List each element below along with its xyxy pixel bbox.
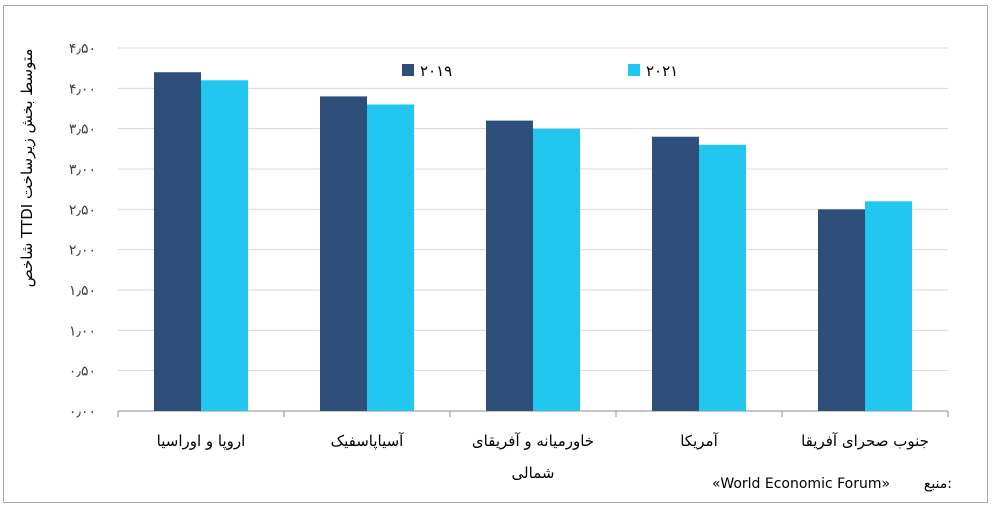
y-tick-labels: ۰٫۰۰ ۰٫۵۰ ۱٫۰۰ ۱٫۵۰ ۲٫۰۰ ۲٫۵۰ ۳٫۰۰ ۳٫۵۰ ۴٫۰۰ ۴٫۵۰ bbox=[69, 41, 96, 420]
gridlines bbox=[117, 47, 949, 417]
y-tick-label: ۴٫۵۰ bbox=[69, 41, 96, 57]
y-tick-label: ۱٫۵۰ bbox=[69, 283, 96, 299]
legend: ۲۰۱۹ ۲۰۲۱ bbox=[402, 62, 678, 80]
legend-label: ۲۰۲۱ bbox=[646, 62, 678, 80]
bar-series-2 bbox=[699, 144, 746, 412]
category-label: جنوب صحرای آفریقا bbox=[801, 432, 929, 450]
bar-series-1 bbox=[154, 72, 201, 411]
legend-swatch bbox=[402, 64, 414, 76]
category-labels: اروپا و اوراسیا آسیاپاسفیک خاورمیانه و آفر… bbox=[157, 432, 929, 482]
category-label: شمالی bbox=[512, 464, 555, 482]
source-label: منبع: bbox=[924, 476, 952, 492]
bar-series-2 bbox=[533, 128, 580, 411]
category-label: خاورمیانه و آفریقای bbox=[472, 432, 594, 450]
bar-series-1 bbox=[320, 96, 367, 412]
category-label: اروپا و اوراسیا bbox=[157, 432, 246, 451]
chart-frame bbox=[3, 5, 988, 503]
y-tick-label: ۳٫۰۰ bbox=[69, 162, 96, 178]
bar-series-1 bbox=[486, 120, 533, 411]
source-note: «World Economic Forum» منبع: bbox=[712, 476, 952, 492]
y-axis-label: شاخص TTDI متوسط بخش زیرساخت bbox=[18, 49, 36, 288]
legend-label: ۲۰۱۹ bbox=[420, 62, 452, 80]
bar-series-2 bbox=[201, 80, 248, 412]
bar-series-1 bbox=[818, 209, 865, 411]
bar-series-2 bbox=[865, 201, 912, 411]
legend-swatch bbox=[628, 64, 640, 76]
y-tick-label: ۱٫۰۰ bbox=[69, 323, 96, 339]
bars bbox=[154, 72, 912, 412]
bar-series-2 bbox=[367, 104, 414, 411]
y-tick-label: ۰٫۰۰ bbox=[69, 404, 96, 420]
y-tick-label: ۲٫۵۰ bbox=[69, 202, 96, 218]
y-tick-label: ۰٫۵۰ bbox=[69, 364, 96, 380]
category-label: آمریکا bbox=[680, 432, 718, 450]
y-tick-label: ۴٫۰۰ bbox=[69, 81, 96, 97]
y-tick-label: ۳٫۵۰ bbox=[69, 122, 96, 138]
source-text: «World Economic Forum» bbox=[712, 476, 890, 492]
y-tick-label: ۲٫۰۰ bbox=[69, 243, 96, 259]
category-label: آسیاپاسفیک bbox=[331, 432, 405, 451]
bar-series-1 bbox=[652, 136, 699, 411]
